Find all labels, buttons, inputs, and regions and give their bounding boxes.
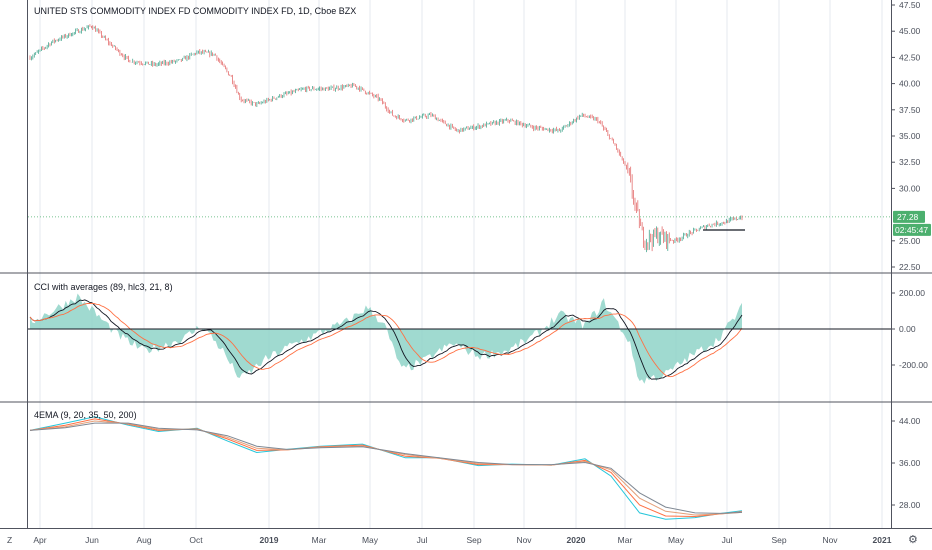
time-axis[interactable]: Apr Jun Aug Oct 2019 Mar May Jul Sep Nov 2020 Mar Ma…: [33, 535, 891, 545]
price-tick-label: 30.00: [899, 183, 921, 193]
price-tick-label: 42.50: [899, 52, 921, 62]
price-axis[interactable]: 47.50 45.00 42.50 40.00 37.50 35.00 32.50 30.00…: [891, 0, 921, 272]
ema-axis[interactable]: 44.00 36.00 28.00: [891, 416, 921, 510]
time-tick-label: May: [362, 535, 379, 545]
time-tick-label: Jun: [85, 535, 99, 545]
ema-tick-label: 36.00: [899, 458, 921, 468]
time-tick-label: 2020: [567, 535, 586, 545]
last-price-label: 27.28: [897, 212, 919, 222]
last-price-tag: 27.28: [893, 210, 925, 223]
ema-line-1: [29, 416, 743, 520]
ema-tick-label: 44.00: [899, 416, 921, 426]
time-tick-label: 2019: [260, 535, 279, 545]
cci-tick-label: -200.00: [899, 360, 928, 370]
settings-gear-icon[interactable]: ⚙: [908, 534, 918, 546]
price-tick-label: 32.50: [899, 157, 921, 167]
price-tick-label: 40.00: [899, 79, 921, 89]
ema-pane[interactable]: 4EMA (9, 20, 35, 50, 200) 44.00 36.00 28.0…: [29, 410, 921, 520]
ema-tick-label: 28.00: [899, 500, 921, 510]
ema-lines: [29, 416, 743, 520]
time-tick-label: Mar: [312, 535, 327, 545]
ema-line-3: [29, 420, 743, 516]
price-tick-label: 45.00: [899, 26, 921, 36]
time-tick-label: Apr: [33, 535, 46, 545]
bar-countdown-label: 02:45:47: [895, 225, 928, 235]
cci-pane[interactable]: CCI with averages (89, hlc3, 21, 8) 200.…: [28, 282, 928, 384]
time-tick-label: Oct: [189, 535, 203, 545]
cci-area: [30, 293, 742, 384]
time-tick-label: Aug: [136, 535, 151, 545]
time-tick-label: Nov: [516, 535, 532, 545]
time-tick-label: Jul: [722, 535, 733, 545]
price-pane-title: UNITED STS COMMODITY INDEX FD COMMODITY …: [34, 6, 356, 16]
cci-average-slow-line: [29, 302, 743, 378]
price-pane[interactable]: UNITED STS COMMODITY INDEX FD COMMODITY …: [28, 0, 931, 272]
time-tick-label: 2021: [873, 535, 892, 545]
cci-tick-label: 0.00: [899, 324, 916, 334]
ema-line-2: [29, 418, 743, 518]
cci-tick-label: 200.00: [899, 288, 925, 298]
price-tick-label: 47.50: [899, 0, 921, 10]
price-tick-label: 22.50: [899, 262, 921, 272]
price-tick-label: 35.00: [899, 131, 921, 141]
vertical-gridlines: [39, 0, 883, 528]
time-tick-label: Sep: [466, 535, 481, 545]
time-tick-label: Nov: [822, 535, 838, 545]
ema-line-4: [29, 422, 743, 514]
cci-axis[interactable]: 200.00 0.00 -200.00: [891, 288, 928, 370]
time-tick-label: Sep: [771, 535, 786, 545]
auto-scale-button[interactable]: Z: [7, 535, 12, 545]
cci-average-fast-line: [29, 299, 743, 380]
time-tick-label: Mar: [618, 535, 633, 545]
cci-pane-title: CCI with averages (89, hlc3, 21, 8): [34, 282, 173, 292]
price-tick-label: 37.50: [899, 105, 921, 115]
price-candles: [29, 24, 743, 253]
ema-pane-title: 4EMA (9, 20, 35, 50, 200): [34, 410, 137, 420]
price-tick-label: 25.00: [899, 236, 921, 246]
time-tick-label: Jul: [417, 535, 428, 545]
time-tick-label: May: [668, 535, 685, 545]
countdown-tag: 02:45:47: [893, 223, 931, 236]
